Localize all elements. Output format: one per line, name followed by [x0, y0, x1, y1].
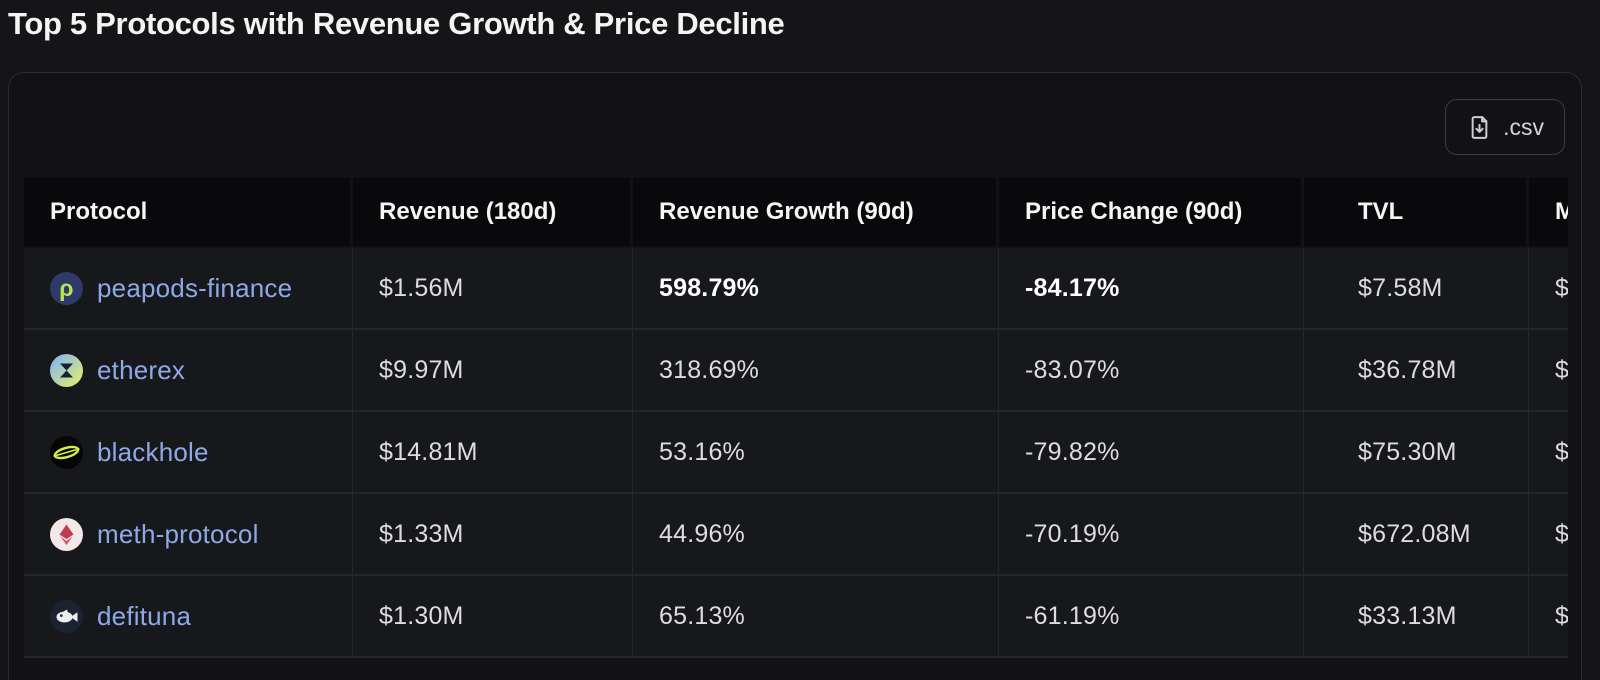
tvl-cell: $672.08M: [1304, 494, 1529, 576]
revenue-growth-cell: 318.69%: [633, 330, 999, 412]
revenue-growth-cell: 65.13%: [633, 576, 999, 658]
peapods-icon: ρ: [50, 271, 83, 305]
market-cap-cell-clipped: $: [1529, 576, 1568, 658]
protocol-link[interactable]: meth-protocol: [97, 518, 259, 549]
revenue-growth-cell: 53.16%: [633, 412, 999, 494]
revenue-cell: $1.56M: [353, 248, 633, 330]
page-title: Top 5 Protocols with Revenue Growth & Pr…: [8, 6, 785, 41]
price-change-cell: -84.17%: [999, 248, 1304, 330]
defituna-icon: [50, 599, 83, 633]
market-cap-cell-clipped: $: [1529, 412, 1568, 494]
market-cap-cell-clipped: $: [1529, 494, 1568, 576]
blackhole-icon: [50, 435, 83, 469]
price-change-cell: -83.07%: [999, 330, 1304, 412]
market-cap-cell-clipped: $: [1529, 330, 1568, 412]
price-change-cell: -79.82%: [999, 412, 1304, 494]
price-change-cell: -70.19%: [999, 494, 1304, 576]
protocols-table-card: .csv Protocol Revenue (180d) Revenue Gro…: [8, 72, 1582, 680]
tvl-cell: $7.58M: [1304, 248, 1529, 330]
column-header-growth[interactable]: Revenue Growth (90d): [633, 178, 999, 248]
table-row: defituna $1.30M 65.13% -61.19% $33.13M $: [24, 576, 1568, 658]
revenue-growth-cell: 44.96%: [633, 494, 999, 576]
tvl-cell: $36.78M: [1304, 330, 1529, 412]
revenue-cell: $1.33M: [353, 494, 633, 576]
price-change-cell: -61.19%: [999, 576, 1304, 658]
protocols-table: Protocol Revenue (180d) Revenue Growth (…: [24, 178, 1568, 658]
table-row: ρ peapods-finance $1.56M 598.79% -84.17%…: [24, 248, 1568, 330]
table-row: meth-protocol $1.33M 44.96% -70.19% $672…: [24, 494, 1568, 576]
revenue-cell: $1.30M: [353, 576, 633, 658]
revenue-cell: $9.97M: [353, 330, 633, 412]
column-header-protocol[interactable]: Protocol: [24, 178, 353, 248]
column-header-tvl[interactable]: TVL: [1304, 178, 1529, 248]
protocol-link[interactable]: peapods-finance: [97, 272, 293, 303]
column-header-mcap[interactable]: M: [1529, 178, 1568, 248]
file-download-icon: [1466, 114, 1493, 141]
meth-protocol-icon: [50, 517, 83, 551]
protocol-link[interactable]: etherex: [97, 354, 186, 385]
table-body: ρ peapods-finance $1.56M 598.79% -84.17%…: [24, 248, 1568, 658]
protocol-link[interactable]: defituna: [97, 600, 192, 631]
table-row: etherex $9.97M 318.69% -83.07% $36.78M $: [24, 330, 1568, 412]
column-header-revenue[interactable]: Revenue (180d): [353, 178, 633, 248]
protocol-link[interactable]: blackhole: [97, 436, 209, 467]
csv-button-label: .csv: [1503, 113, 1544, 140]
download-csv-button[interactable]: .csv: [1445, 99, 1565, 155]
revenue-growth-cell: 598.79%: [633, 248, 999, 330]
table-row: blackhole $14.81M 53.16% -79.82% $75.30M…: [24, 412, 1568, 494]
table-header: Protocol Revenue (180d) Revenue Growth (…: [24, 178, 1568, 248]
market-cap-cell-clipped: $: [1529, 248, 1568, 330]
tvl-cell: $75.30M: [1304, 412, 1529, 494]
etherex-icon: [50, 353, 83, 387]
column-header-price[interactable]: Price Change (90d): [999, 178, 1304, 248]
tvl-cell: $33.13M: [1304, 576, 1529, 658]
revenue-cell: $14.81M: [353, 412, 633, 494]
